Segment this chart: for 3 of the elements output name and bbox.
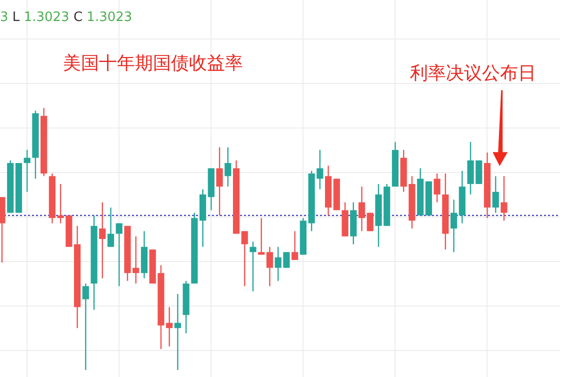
text: 3 L 1.3023 C 1.3023 xyxy=(0,10,132,25)
chart-title: 美国十年期国债收益率 xyxy=(63,53,243,73)
text: 利率决议公布日 xyxy=(410,63,536,83)
